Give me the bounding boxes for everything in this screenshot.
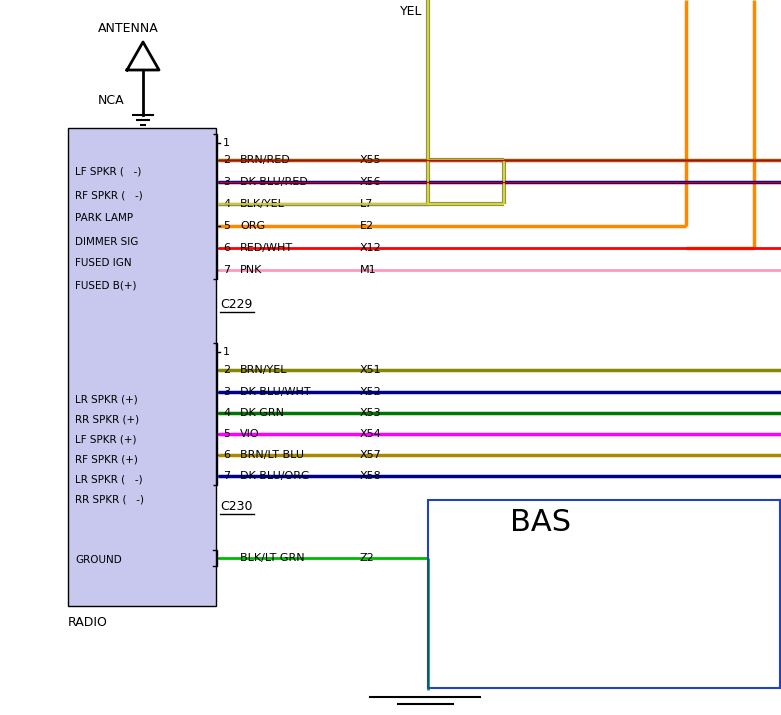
Text: BRN/RED: BRN/RED [240,155,291,165]
Text: C229: C229 [220,298,252,311]
Text: 2: 2 [223,365,230,375]
Text: E2: E2 [360,221,374,231]
Text: 6: 6 [223,243,230,253]
Text: X51: X51 [360,365,382,375]
Text: FUSED B(+): FUSED B(+) [75,280,137,290]
Text: PARK LAMP: PARK LAMP [75,213,133,223]
Text: M1: M1 [360,265,376,275]
Text: VIO: VIO [240,429,259,439]
Text: 2: 2 [223,155,230,165]
Text: GROUND: GROUND [75,555,122,565]
Text: 1: 1 [223,347,230,357]
Text: 7: 7 [223,265,230,275]
Text: LR SPKR (+): LR SPKR (+) [75,395,137,405]
Text: 6: 6 [223,450,230,460]
Text: 4: 4 [223,408,230,418]
Text: X57: X57 [360,450,382,460]
Text: X56: X56 [360,177,382,187]
Text: X52: X52 [360,387,382,397]
Text: X54: X54 [360,429,382,439]
Text: PNK: PNK [240,265,262,275]
Text: RADIO: RADIO [68,616,108,629]
Text: 5: 5 [223,429,230,439]
Text: RR SPKR (   -): RR SPKR ( -) [75,495,144,505]
Text: RED/WHT: RED/WHT [240,243,293,253]
Text: LF SPKR (+): LF SPKR (+) [75,435,137,445]
Bar [428,500,780,688]
Text: X55: X55 [360,155,382,165]
Text: ORG: ORG [240,221,265,231]
Text: RR SPKR (+): RR SPKR (+) [75,415,139,425]
Text: L7: L7 [360,199,373,209]
Text: RF SPKR (+): RF SPKR (+) [75,455,138,465]
Text: Z2: Z2 [360,553,375,563]
Text: NCA: NCA [98,94,125,107]
Text: BLK/YEL: BLK/YEL [240,199,285,209]
Text: 4: 4 [223,199,230,209]
Text: C230: C230 [220,500,252,513]
Text: DIMMER SIG: DIMMER SIG [75,237,138,247]
Text: 7: 7 [223,471,230,481]
Text: ANTENNA: ANTENNA [98,22,159,35]
Text: RF SPKR (   -): RF SPKR ( -) [75,190,143,200]
Text: X53: X53 [360,408,382,418]
Text: LR SPKR (   -): LR SPKR ( -) [75,475,143,485]
Text: 3: 3 [223,387,230,397]
Text: YEL: YEL [400,5,423,18]
Text: DK BLU/RED: DK BLU/RED [240,177,308,187]
Text: 5: 5 [223,221,230,231]
Text: 1: 1 [223,138,230,148]
Text: 3: 3 [223,177,230,187]
Text: LF SPKR (   -): LF SPKR ( -) [75,167,141,177]
Text: X12: X12 [360,243,382,253]
Text: DK GRN: DK GRN [240,408,284,418]
Bar [68,128,216,606]
Text: DK BLU/WHT: DK BLU/WHT [240,387,311,397]
Text: BLK/LT GRN: BLK/LT GRN [240,553,305,563]
Text: BAS: BAS [510,508,571,537]
Text: DK BLU/ORG: DK BLU/ORG [240,471,309,481]
Text: BRN/LT BLU: BRN/LT BLU [240,450,304,460]
Text: FUSED IGN: FUSED IGN [75,258,132,268]
Text: BRN/YEL: BRN/YEL [240,365,287,375]
Text: X58: X58 [360,471,382,481]
